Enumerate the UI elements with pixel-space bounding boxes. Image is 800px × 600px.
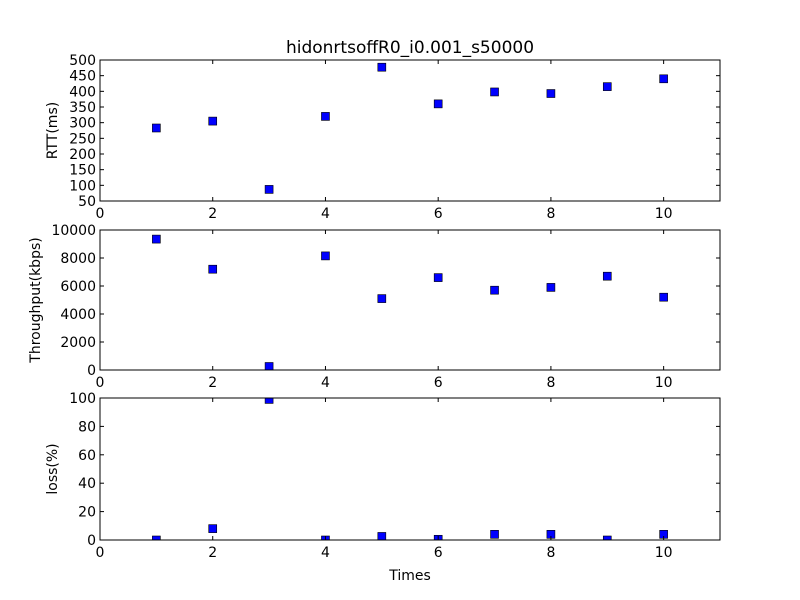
throughput-point-2: [208, 264, 218, 274]
loss-point-2: [208, 524, 218, 533]
rtt-ylabel: RTT(ms): [45, 102, 61, 159]
rtt-xtick-label: 2: [208, 206, 217, 222]
rtt-point-10: [659, 74, 668, 84]
throughput-point-5: [377, 294, 387, 303]
loss-point-7: [490, 530, 499, 539]
loss-xtick-label: 0: [96, 545, 105, 561]
throughput-xtick-label: 2: [208, 375, 217, 391]
throughput-point-10: [659, 292, 668, 302]
rtt-xtick-label: 4: [321, 206, 330, 222]
loss-ytick-label: 20: [78, 505, 96, 521]
loss-axes-frame: [99, 397, 721, 541]
loss-xtick-label: 10: [655, 545, 673, 561]
rtt-point-6: [433, 99, 443, 109]
throughput-xtick-label: 4: [321, 375, 330, 391]
throughput-panel: 0 2 4 6 8 10 0 2000 4000 6000 8000 10000 Throughput(…: [28, 223, 721, 391]
rtt-point-8: [546, 89, 556, 98]
throughput-ytick-label: 4000: [60, 307, 96, 323]
loss-point-9: [602, 535, 612, 540]
rtt-point-9: [602, 82, 612, 91]
rtt-ytick-label: 150: [69, 163, 96, 179]
throughput-point-9: [602, 271, 612, 281]
rtt-ytick-label: 100: [69, 178, 96, 194]
chart-title: hidonrtsoffR0_i0.001_s50000: [286, 38, 534, 58]
loss-point-3: [264, 398, 274, 404]
loss-ylabel: loss(%): [45, 443, 61, 494]
throughput-ytick-label: 8000: [60, 251, 96, 267]
rtt-axes-frame: [99, 59, 721, 202]
throughput-point-7: [490, 285, 499, 295]
throughput-point-3: [264, 362, 274, 370]
loss-ytick-label: 100: [69, 391, 96, 407]
rtt-xtick-label: 10: [655, 206, 673, 222]
rtt-point-5: [377, 62, 387, 72]
rtt-ytick-label: 250: [69, 131, 96, 147]
throughput-xtick-label: 8: [546, 375, 555, 391]
rtt-ytick-label: 400: [69, 84, 96, 100]
rtt-point-2: [208, 116, 218, 126]
loss-xtick-label: 6: [434, 545, 443, 561]
loss-xtick-label: 2: [208, 545, 217, 561]
loss-xtick-label: 8: [546, 545, 555, 561]
throughput-point-6: [433, 273, 443, 282]
throughput-ytick-label: 10000: [51, 223, 96, 239]
rtt-point-4: [321, 112, 330, 121]
rtt-ytick-label: 350: [69, 100, 96, 116]
throughput-ytick-label: 6000: [60, 279, 96, 295]
rtt-point-7: [490, 87, 499, 97]
loss-ytick-label: 80: [78, 419, 96, 435]
rtt-markers: [152, 62, 668, 194]
rtt-ytick-label: 300: [69, 116, 96, 132]
throughput-xtick-label: 10: [655, 375, 673, 391]
loss-xtick-label: 4: [321, 545, 330, 561]
throughput-point-1: [152, 234, 161, 244]
throughput-xtick-label: 6: [434, 375, 443, 391]
loss-ytick-label: 60: [78, 448, 96, 464]
rtt-xtick-label: 6: [434, 206, 443, 222]
loss-xlabel: Times: [388, 568, 431, 584]
rtt-ytick-label: 200: [69, 147, 96, 163]
rtt-ytick-label: 50: [78, 194, 96, 210]
loss-point-1: [152, 535, 161, 540]
rtt-ytick-label: 500: [69, 53, 96, 69]
loss-point-5: [377, 532, 387, 540]
throughput-markers: [152, 234, 668, 370]
throughput-ytick-label: 2000: [60, 335, 96, 351]
throughput-axes-frame: [99, 229, 721, 371]
rtt-point-1: [152, 123, 161, 133]
rtt-xtick-label: 0: [96, 206, 105, 222]
throughput-xtick-label: 0: [96, 375, 105, 391]
rtt-xtick-label: 8: [546, 206, 555, 222]
rtt-point-3: [264, 185, 274, 194]
loss-markers: [152, 398, 668, 540]
loss-ytick-label: 40: [78, 476, 96, 492]
throughput-point-8: [546, 283, 556, 292]
loss-ytick-label: 0: [87, 533, 96, 549]
rtt-ytick-label: 450: [69, 69, 96, 85]
throughput-ytick-label: 0: [87, 363, 96, 379]
throughput-ylabel: Throughput(kbps): [28, 237, 44, 363]
throughput-point-4: [321, 251, 330, 261]
